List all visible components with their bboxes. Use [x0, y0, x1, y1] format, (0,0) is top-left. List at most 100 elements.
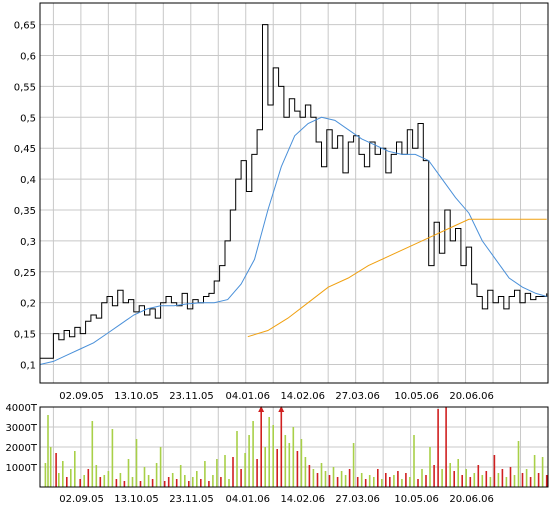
price-y-tick-label: 0,15 — [14, 330, 36, 341]
series-line-price — [40, 24, 548, 359]
volume-bar — [244, 453, 246, 487]
volume-bar — [179, 465, 182, 487]
volume-bar — [87, 469, 90, 487]
volume-bar — [320, 463, 323, 487]
volume-bar — [184, 475, 186, 487]
volume-bar — [497, 473, 500, 487]
volume-y-tick-label: 2000T — [5, 443, 37, 454]
price-x-tick-label: 27.03.06 — [335, 391, 380, 402]
volume-bar — [111, 429, 114, 487]
price-y-tick-label: 0,1 — [20, 360, 36, 371]
volume-bar — [66, 477, 68, 487]
volume-bar — [49, 447, 52, 487]
volume-x-tick-label: 23.11.05 — [169, 494, 214, 505]
volume-bar — [74, 451, 76, 487]
volume-bar — [228, 479, 230, 487]
volume-bar — [304, 457, 307, 487]
volume-bars — [44, 407, 548, 487]
volume-panel: 1000T 2000T 3000T 4000T 02.09.05 13.10.05 23.… — [5, 403, 549, 505]
price-series — [39, 24, 548, 365]
volume-x-tick-label: 02.09.05 — [59, 494, 104, 505]
volume-bar — [493, 455, 496, 487]
volume-bar — [70, 469, 72, 487]
volume-bar — [276, 449, 278, 487]
volume-bar — [517, 441, 520, 487]
volume-bar — [377, 469, 379, 487]
volume-bar — [95, 465, 98, 487]
volume-bar — [344, 475, 347, 487]
volume-bar — [300, 439, 303, 487]
volume-bar — [167, 477, 170, 487]
volume-bar — [449, 463, 451, 487]
price-x-tick-label: 13.10.05 — [114, 391, 159, 402]
volume-bar — [91, 421, 94, 487]
volume-bar — [429, 447, 431, 487]
volume-bar — [332, 467, 335, 487]
volume-bar — [135, 439, 138, 487]
volume-bar — [296, 451, 299, 487]
volume-bar — [545, 475, 548, 487]
volume-bar — [268, 417, 270, 487]
volume-bar — [360, 473, 363, 487]
volume-bar — [465, 469, 467, 487]
volume-bar — [445, 407, 447, 487]
volume-bar — [425, 475, 427, 487]
volume-bar — [417, 479, 419, 487]
volume-x-tick-label: 14.02.06 — [280, 494, 325, 505]
volume-x-tick-label: 10.05.06 — [394, 494, 439, 505]
price-x-tick-label: 14.02.06 — [280, 391, 325, 402]
overflow-arrow-icon — [278, 406, 285, 412]
volume-bar — [489, 477, 492, 487]
volume-y-tick-label: 4000T — [5, 403, 37, 414]
volume-bar — [368, 475, 371, 487]
volume-bar — [200, 479, 202, 487]
price-y-tick-label: 0,5 — [20, 113, 36, 124]
volume-bar — [131, 477, 134, 487]
price-x-tick-label: 10.05.06 — [394, 391, 439, 402]
volume-bar — [175, 479, 178, 487]
volume-bar — [119, 473, 122, 487]
volume-x-axis: 02.09.05 13.10.05 23.11.05 04.01.06 14.02.06… — [59, 494, 494, 505]
volume-bar — [389, 477, 391, 487]
volume-bar — [393, 475, 395, 487]
volume-x-tick-label: 27.03.06 — [335, 494, 380, 505]
price-y-tick-label: 0,45 — [14, 144, 36, 155]
volume-bar — [292, 427, 295, 487]
volume-bar — [401, 479, 403, 487]
volume-bar — [280, 407, 283, 487]
volume-bar — [308, 465, 311, 487]
volume-bar — [55, 453, 57, 487]
volume-bar — [525, 469, 528, 487]
volume-bar — [509, 467, 512, 487]
volume-bar — [224, 455, 226, 487]
volume-bar — [232, 457, 234, 487]
volume-bar — [115, 479, 118, 487]
volume-y-tick-label: 1000T — [5, 463, 37, 474]
volume-bar — [501, 469, 504, 487]
volume-bar — [505, 477, 508, 487]
volume-bar — [79, 479, 81, 487]
volume-bar — [336, 477, 339, 487]
price-grid — [40, 3, 548, 383]
volume-bar — [272, 425, 274, 487]
volume-bar — [159, 447, 162, 487]
volume-bar — [204, 461, 206, 487]
volume-bar — [252, 421, 254, 487]
series-line-ma_long — [247, 218, 547, 338]
volume-bar — [328, 475, 331, 487]
volume-bar — [441, 469, 443, 487]
volume-bar — [123, 481, 126, 487]
volume-bar — [373, 477, 375, 487]
volume-bar — [409, 477, 411, 487]
volume-bar — [107, 471, 110, 487]
volume-bar — [541, 457, 544, 487]
volume-bar — [171, 473, 174, 487]
volume-markers — [258, 406, 285, 412]
volume-bar — [99, 477, 102, 487]
volume-bar — [147, 475, 150, 487]
price-x-axis: 02.09.05 13.10.05 23.11.05 04.01.06 14.02.06… — [59, 391, 494, 402]
volume-bar — [47, 415, 49, 487]
volume-bar — [433, 465, 435, 487]
price-y-tick-label: 0,35 — [14, 206, 36, 217]
volume-bar — [381, 479, 383, 487]
